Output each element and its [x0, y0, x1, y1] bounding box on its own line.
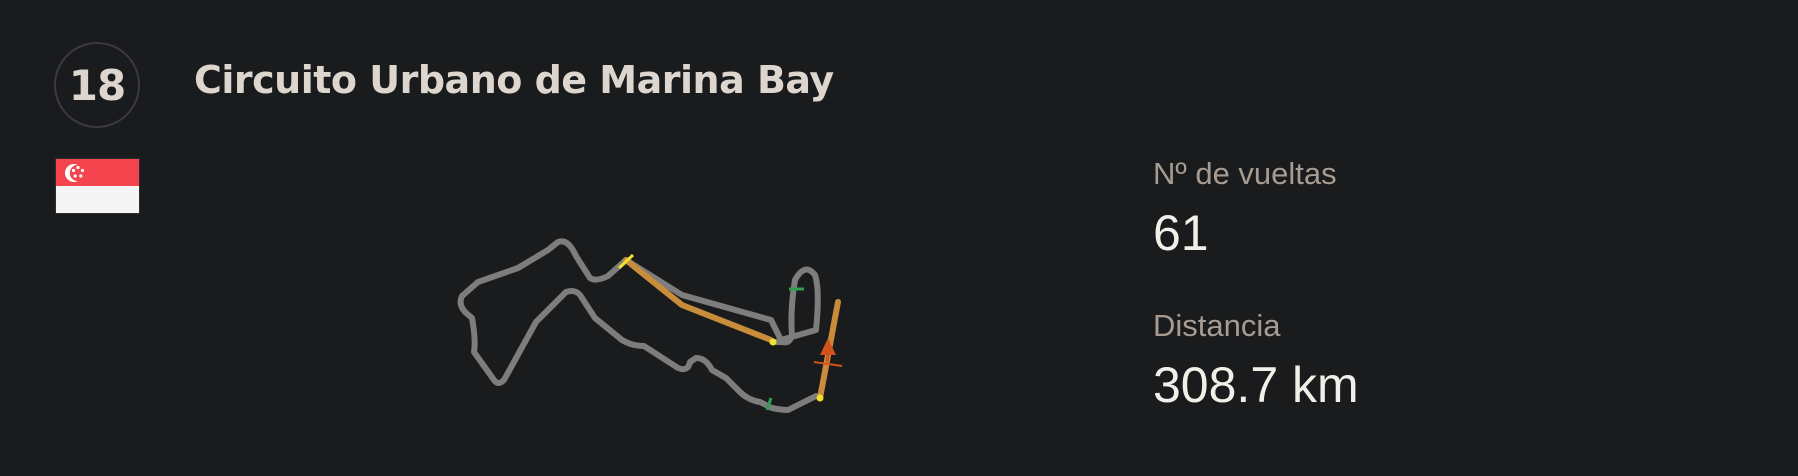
sector-marker-2	[765, 397, 773, 411]
laps-value: 61	[1153, 205, 1209, 261]
distance-label: Distancia	[1153, 308, 1281, 343]
circuit-title: Circuito Urbano de Marina Bay	[194, 58, 834, 102]
direction-arrow-icon	[820, 338, 836, 355]
singapore-flag-icon	[55, 158, 140, 214]
track-map-icon	[457, 238, 843, 413]
laps-label: Nº de vueltas	[1153, 156, 1337, 191]
distance-value: 308.7 km	[1153, 357, 1359, 413]
detection-point-1	[769, 338, 777, 346]
start-finish-line	[813, 361, 843, 367]
round-badge: 18	[54, 42, 140, 128]
detection-point-2	[816, 394, 824, 402]
round-number: 18	[68, 60, 126, 110]
track-outline	[457, 238, 821, 413]
drs-start-marker	[617, 253, 635, 270]
drs-zone-1	[623, 257, 774, 343]
